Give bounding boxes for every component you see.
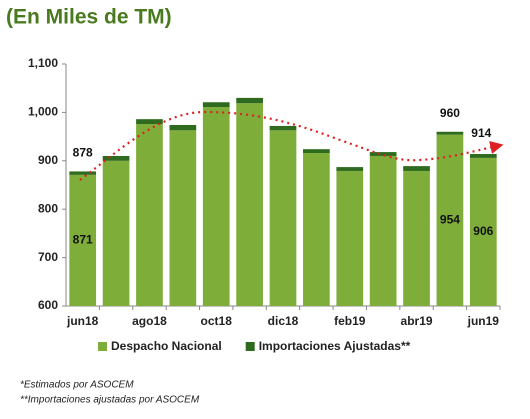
- total-label: 914: [471, 126, 491, 140]
- bar-segment: [369, 152, 397, 156]
- trend-line: [79, 110, 504, 181]
- total-label: 960: [440, 106, 460, 120]
- legend-label: Despacho Nacional: [111, 339, 222, 353]
- x-tick-label: feb19: [334, 314, 366, 328]
- bar-segment: [336, 170, 364, 306]
- footnote: *Estimados por ASOCEM: [20, 380, 134, 391]
- x-tick-label: jun19: [467, 314, 500, 328]
- bar-segment: [303, 153, 330, 306]
- bar-segment: [69, 171, 97, 175]
- bar-segment: [102, 160, 130, 306]
- bar-segment: [403, 166, 430, 171]
- bar-segment: [136, 124, 163, 307]
- x-tick-label: jun18: [66, 314, 99, 328]
- bar-segment: [336, 167, 364, 171]
- bar-segment: [403, 170, 430, 306]
- total-label: 878: [73, 146, 93, 160]
- bar-segment: [136, 119, 163, 125]
- legend-label: Importaciones Ajustadas**: [259, 339, 411, 353]
- y-tick-label: 600: [38, 298, 58, 312]
- y-tick-label: 800: [38, 201, 58, 215]
- y-tick-label: 900: [38, 153, 58, 167]
- bar-segment: [202, 102, 230, 108]
- x-tick-label: dic18: [268, 314, 299, 328]
- bar-segment: [236, 103, 263, 306]
- x-tick-label: abr19: [401, 314, 433, 328]
- bar-segment: [436, 134, 464, 306]
- x-tick-label: ago18: [132, 314, 167, 328]
- data-label: 954: [440, 213, 460, 227]
- legend-swatch: [245, 342, 255, 351]
- bar-segment: [236, 97, 263, 104]
- bar-segment: [102, 155, 130, 161]
- bar-segment: [69, 174, 97, 306]
- y-tick-label: 1,100: [28, 56, 58, 70]
- y-tick-label: 700: [38, 250, 58, 264]
- bar-segment: [169, 130, 197, 306]
- bar-segment: [436, 131, 464, 135]
- bar-segment: [202, 107, 230, 307]
- bar-segment: [369, 155, 397, 306]
- data-label: 871: [73, 233, 93, 247]
- x-tick-label: oct18: [201, 314, 233, 328]
- legend-swatch: [98, 342, 107, 351]
- bar-segment: [269, 130, 297, 306]
- bar-segment: [269, 125, 297, 131]
- bar-segment: [169, 124, 197, 131]
- bar-segment: [469, 157, 497, 306]
- y-tick-label: 1,000: [28, 105, 58, 119]
- bar-segment: [303, 149, 330, 154]
- chart-title: (En Miles de TM): [6, 6, 172, 29]
- footnote: **Importaciones ajustadas por ASOCEM: [20, 395, 200, 406]
- data-label: 906: [473, 224, 493, 238]
- bar-segment: [469, 154, 497, 158]
